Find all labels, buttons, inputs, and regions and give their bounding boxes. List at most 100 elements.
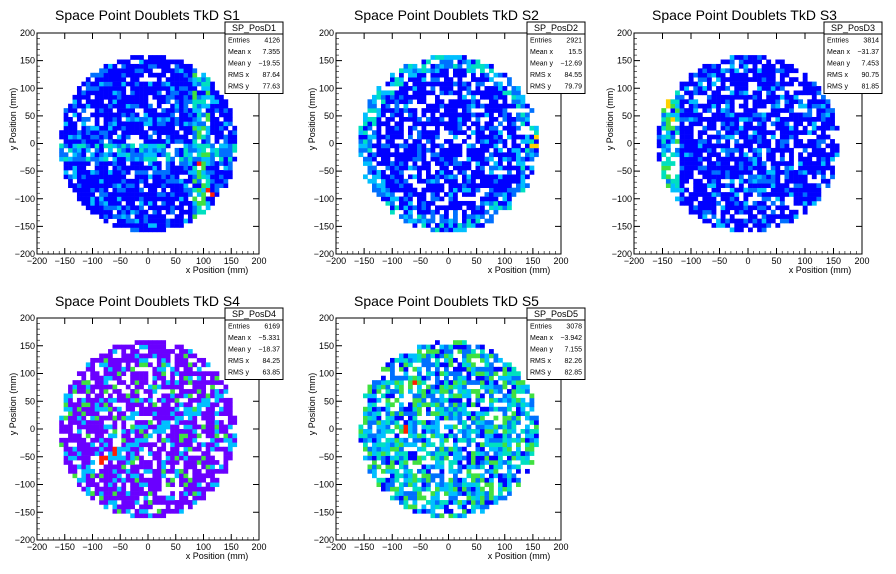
heatmap-cell [729, 90, 735, 96]
heatmap-cell [743, 77, 749, 82]
heatmap-cell [103, 68, 109, 74]
heatmap-cell [734, 94, 740, 100]
heatmap-cell [381, 187, 386, 193]
heatmap-cell [121, 433, 127, 439]
heatmap-cell [761, 134, 767, 140]
heatmap-cell [399, 451, 404, 456]
heatmap-cell [385, 424, 391, 430]
heatmap-cell [161, 473, 167, 479]
heatmap-cell [725, 183, 731, 188]
heatmap-cell [430, 130, 436, 135]
heatmap-cell [711, 209, 717, 215]
heatmap-cell [134, 402, 140, 408]
heatmap-cell [734, 86, 740, 91]
heatmap-cell [688, 200, 694, 206]
heatmap-cell [201, 442, 207, 448]
heatmap-cell [466, 156, 472, 162]
heatmap-cell [480, 90, 485, 96]
heatmap-cell [99, 143, 104, 149]
heatmap-cell [165, 362, 171, 368]
heatmap-cell [408, 433, 413, 439]
heatmap-cell [752, 187, 758, 193]
x-tick-label: −150 [55, 256, 75, 266]
heatmap-cell [784, 187, 790, 193]
heatmap-cell [223, 99, 229, 105]
heatmap-cell [192, 460, 198, 465]
heatmap-cell [210, 161, 215, 166]
heatmap-cell [475, 121, 481, 127]
heatmap-cell [183, 209, 189, 215]
heatmap-cell [223, 455, 229, 461]
heatmap-cell [179, 380, 184, 385]
heatmap-cell [688, 196, 694, 202]
heatmap-cell [757, 55, 762, 60]
stats-key: RMS y [530, 84, 552, 91]
heatmap-cell [417, 72, 422, 78]
heatmap-cell [201, 72, 207, 78]
heatmap-cell [81, 384, 87, 390]
heatmap-cell [830, 108, 835, 113]
heatmap-cell [139, 178, 144, 184]
heatmap-cell [408, 442, 413, 448]
heatmap-cell [706, 192, 712, 197]
heatmap-cell [156, 125, 162, 131]
heatmap-cell [103, 214, 109, 219]
heatmap-cell [679, 103, 685, 109]
heatmap-cell [466, 218, 472, 224]
heatmap-cell [466, 68, 472, 74]
heatmap-cell [385, 139, 391, 144]
x-tick-label: −150 [652, 256, 672, 266]
heatmap-cell [462, 200, 467, 206]
heatmap-cell [475, 116, 481, 122]
heatmap-cell [761, 187, 767, 193]
heatmap-cell [99, 81, 104, 87]
heatmap-cell [802, 147, 808, 153]
heatmap-cell [770, 63, 776, 69]
heatmap-cell [725, 223, 731, 228]
x-tick-label: 200 [553, 256, 568, 266]
heatmap-cell [108, 366, 113, 372]
heatmap-cell [134, 446, 140, 452]
heatmap-cell [148, 81, 153, 87]
heatmap-cell [152, 380, 158, 385]
heatmap-cell [807, 99, 813, 105]
heatmap-cell [766, 156, 772, 162]
heatmap-cell [720, 218, 726, 224]
heatmap-cell [112, 174, 118, 180]
heatmap-cell [688, 108, 694, 113]
heatmap-cell [462, 112, 467, 118]
heatmap-cell [81, 90, 87, 96]
heatmap-cell [399, 143, 404, 149]
heatmap-cell [466, 161, 472, 166]
heatmap-cell [108, 94, 113, 100]
heatmap-cell [85, 477, 91, 483]
heatmap-cell [484, 156, 490, 162]
heatmap-cell [770, 112, 776, 118]
heatmap-cell [179, 420, 184, 425]
heatmap-cell [412, 460, 418, 465]
heatmap-cell [757, 139, 762, 144]
heatmap-cell [179, 170, 184, 175]
heatmap-cell [130, 192, 135, 197]
heatmap-cell [802, 196, 808, 202]
heatmap-cell [134, 174, 140, 180]
heatmap-cell [112, 178, 118, 184]
heatmap-cell [670, 152, 676, 158]
heatmap-cell [219, 380, 224, 385]
heatmap-cell [130, 482, 135, 488]
heatmap-cell [529, 152, 535, 158]
heatmap-cell [108, 433, 113, 439]
heatmap-cell [507, 130, 512, 135]
heatmap-cell [688, 205, 694, 211]
heatmap-cell [390, 178, 395, 184]
heatmap-cell [385, 192, 391, 197]
heatmap-cell [210, 103, 215, 109]
heatmap-cell [130, 77, 135, 82]
heatmap-cell [421, 504, 427, 510]
heatmap-cell [99, 183, 104, 188]
heatmap-cell [798, 99, 804, 105]
heatmap-cell [187, 121, 193, 127]
heatmap-cell [134, 482, 140, 488]
heatmap-cell [661, 143, 667, 149]
heatmap-cell [684, 108, 690, 113]
